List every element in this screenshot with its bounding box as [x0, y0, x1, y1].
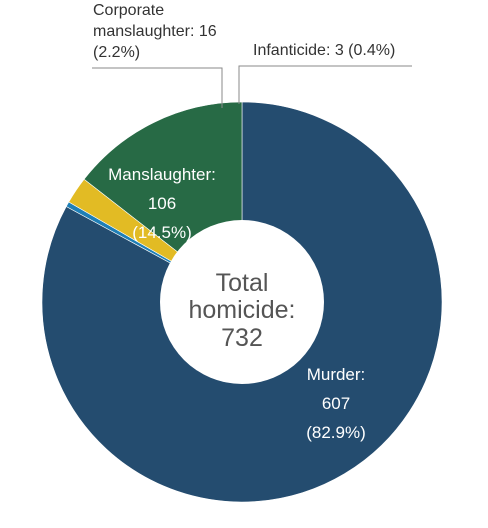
center-label-line1: Total — [216, 269, 269, 297]
murder-label-value: 607 — [322, 394, 350, 413]
center-label-line3: 732 — [221, 324, 263, 352]
infanticide-label: Infanticide: 3 (0.4%) — [253, 42, 395, 59]
corporate-label-line2: manslaughter: 16 — [93, 23, 217, 40]
manslaughter-label-name: Manslaughter: — [108, 165, 216, 184]
infanticide-leader-line — [238, 65, 412, 104]
corporate-leader-line — [92, 67, 223, 108]
donut-hole — [160, 220, 324, 384]
manslaughter-label-value: 106 — [148, 194, 176, 213]
corporate-label-line1: Corporate — [93, 2, 164, 19]
manslaughter-label-percent: (14.5%) — [132, 223, 192, 242]
murder-label-name: Murder: — [307, 365, 366, 384]
corporate-label-line3: (2.2%) — [93, 44, 140, 61]
center-label-line2: homicide: — [189, 296, 296, 324]
murder-label-percent: (82.9%) — [306, 423, 366, 442]
